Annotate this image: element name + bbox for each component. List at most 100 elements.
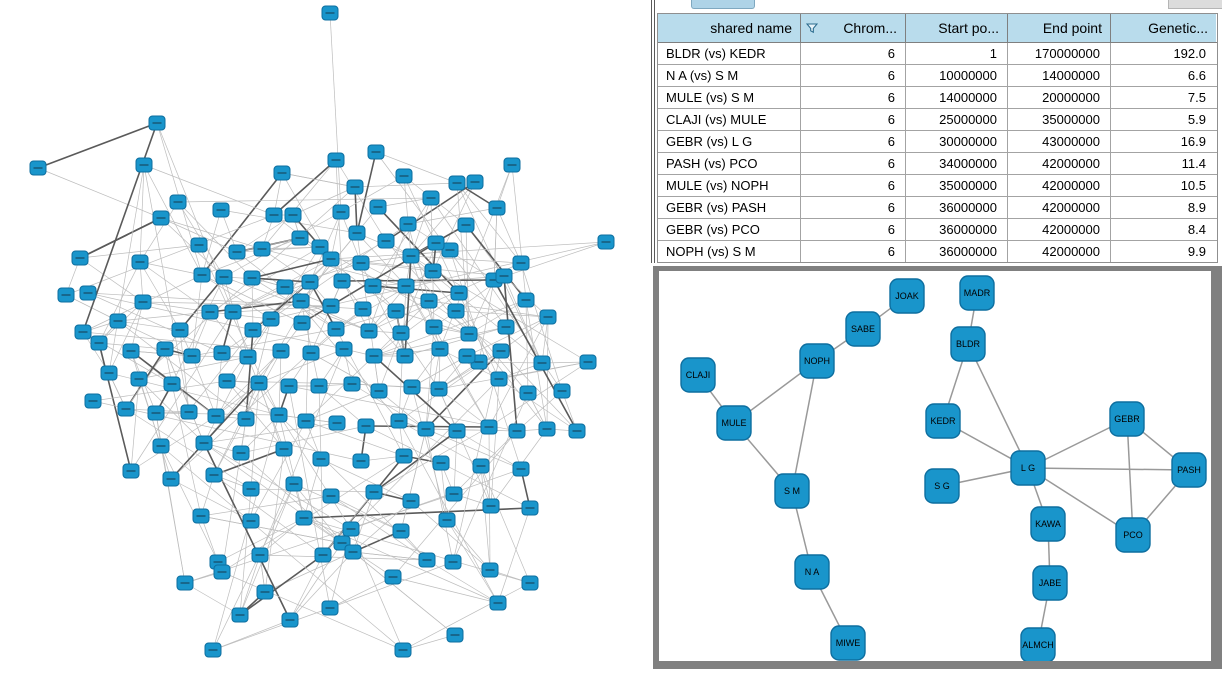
table-row[interactable]: CLAJI (vs) MULE 6 25000000 35000000 5.9	[658, 109, 1217, 131]
value-cell[interactable]: 11.4	[1111, 153, 1216, 174]
scrollbar-fragment[interactable]	[1168, 0, 1222, 9]
table-row[interactable]: GEBR (vs) L G 6 30000000 43000000 16.9	[658, 131, 1217, 153]
value-cell[interactable]: 5.9	[1111, 109, 1216, 130]
value-cell[interactable]: 8.4	[1111, 219, 1216, 240]
value-cell[interactable]: 10000000	[906, 65, 1008, 86]
edge-name-cell[interactable]: MULE (vs) S M	[658, 87, 801, 108]
value-cell[interactable]: 6	[801, 219, 906, 240]
table-row[interactable]: MULE (vs) S M 6 14000000 20000000 7.5	[658, 87, 1217, 109]
network-node-kedr[interactable]: KEDR	[925, 403, 961, 439]
value-cell[interactable]: 25000000	[906, 109, 1008, 130]
edge-name-cell[interactable]: CLAJI (vs) MULE	[658, 109, 801, 130]
network-node-joak[interactable]: JOAK	[889, 278, 925, 314]
table-row[interactable]: GEBR (vs) PCO 6 36000000 42000000 8.4	[658, 219, 1217, 241]
edge-name-cell[interactable]: NOPH (vs) S M	[658, 241, 801, 262]
value-cell[interactable]: 6	[801, 43, 906, 64]
network-node-pco[interactable]: PCO	[1115, 517, 1151, 553]
value-cell[interactable]: 42000000	[1008, 241, 1111, 262]
value-cell[interactable]: 42000000	[1008, 219, 1111, 240]
edge-name-cell[interactable]: MULE (vs) NOPH	[658, 175, 801, 196]
table-row[interactable]: NOPH (vs) S M 6 36000000 42000000 9.9	[658, 241, 1217, 262]
table-row[interactable]: GEBR (vs) PASH 6 36000000 42000000 8.9	[658, 197, 1217, 219]
network-node-almch[interactable]: ALMCH	[1020, 627, 1056, 663]
network-node-l-g[interactable]: L G	[1010, 450, 1046, 486]
value-cell[interactable]: 34000000	[906, 153, 1008, 174]
edge-name-cell[interactable]: N A (vs) S M	[658, 65, 801, 86]
small-network-canvas[interactable]: JOAK MADR SABE BLDR NOPH CLAJI MULE KEDR GEBR L G…	[659, 271, 1211, 663]
value-cell[interactable]: 1	[906, 43, 1008, 64]
edge-name-cell[interactable]: BLDR (vs) KEDR	[658, 43, 801, 64]
value-cell[interactable]: 43000000	[1008, 131, 1111, 152]
pane-divider[interactable]	[651, 0, 652, 263]
value-cell[interactable]: 6.6	[1111, 65, 1216, 86]
value-cell[interactable]: 14000000	[1008, 65, 1111, 86]
value-cell[interactable]: 6	[801, 109, 906, 130]
value-cell[interactable]: 10.5	[1111, 175, 1216, 196]
edge-name-cell[interactable]: GEBR (vs) L G	[658, 131, 801, 152]
value-cell[interactable]: 36000000	[906, 241, 1008, 262]
column-header-chrom[interactable]: Chrom...	[801, 14, 906, 42]
value-cell[interactable]: 170000000	[1008, 43, 1111, 64]
value-cell[interactable]: 9.9	[1111, 241, 1216, 262]
value-cell[interactable]: 7.5	[1111, 87, 1216, 108]
network-edge	[362, 308, 406, 357]
value-cell[interactable]: 6	[801, 241, 906, 262]
node-label: GEBR	[1114, 414, 1140, 424]
value-cell[interactable]: 6	[801, 197, 906, 218]
network-node-mule[interactable]: MULE	[716, 405, 752, 441]
value-cell[interactable]: 6	[801, 131, 906, 152]
network-edge	[236, 214, 294, 253]
table-row[interactable]: N A (vs) S M 6 10000000 14000000 6.6	[658, 65, 1217, 87]
network-edge	[440, 462, 531, 509]
value-cell[interactable]: 192.0	[1111, 43, 1216, 64]
network-node-miwe[interactable]: MIWE	[830, 625, 866, 661]
column-header-shared-name[interactable]: shared name	[658, 14, 801, 42]
value-cell[interactable]: 36000000	[906, 197, 1008, 218]
pane-divider[interactable]	[654, 0, 655, 263]
value-cell[interactable]: 42000000	[1008, 153, 1111, 174]
value-cell[interactable]: 42000000	[1008, 197, 1111, 218]
network-edge	[79, 217, 162, 259]
value-cell[interactable]: 8.9	[1111, 197, 1216, 218]
value-cell[interactable]: 42000000	[1008, 175, 1111, 196]
value-cell[interactable]: 36000000	[906, 219, 1008, 240]
network-edge	[203, 442, 343, 544]
value-cell[interactable]: 6	[801, 153, 906, 174]
value-cell[interactable]: 6	[801, 87, 906, 108]
value-cell[interactable]: 35000000	[1008, 109, 1111, 130]
network-node-sabe[interactable]: SABE	[845, 311, 881, 347]
column-header-genetic[interactable]: Genetic...	[1111, 14, 1216, 42]
large-network-canvas[interactable]	[0, 0, 651, 669]
column-header-start-po[interactable]: Start po...	[906, 14, 1008, 42]
value-cell[interactable]: 14000000	[906, 87, 1008, 108]
network-node-s-g[interactable]: S G	[924, 468, 960, 504]
network-node-gebr[interactable]: GEBR	[1109, 401, 1145, 437]
edge-name-cell[interactable]: GEBR (vs) PASH	[658, 197, 801, 218]
network-node-pash[interactable]: PASH	[1171, 452, 1207, 488]
table-row[interactable]: PASH (vs) PCO 6 34000000 42000000 11.4	[658, 153, 1217, 175]
network-edge	[300, 300, 370, 332]
network-node-jabe[interactable]: JABE	[1032, 565, 1068, 601]
value-cell[interactable]: 6	[801, 175, 906, 196]
edge-name-cell[interactable]: PASH (vs) PCO	[658, 153, 801, 174]
value-cell[interactable]: 35000000	[906, 175, 1008, 196]
table-row[interactable]: MULE (vs) NOPH 6 35000000 42000000 10.5	[658, 175, 1217, 197]
network-node-noph[interactable]: NOPH	[799, 343, 835, 379]
network-edge	[372, 285, 460, 294]
value-cell[interactable]: 6	[801, 65, 906, 86]
value-cell[interactable]: 20000000	[1008, 87, 1111, 108]
network-node-bldr[interactable]: BLDR	[950, 326, 986, 362]
filter-funnel-icon[interactable]	[806, 22, 818, 34]
network-node-kawa[interactable]: KAWA	[1030, 506, 1066, 542]
panel-tab-fragment[interactable]	[691, 0, 755, 9]
network-node-n-a[interactable]: N A	[794, 554, 830, 590]
column-header-end-point[interactable]: End point	[1008, 14, 1111, 42]
network-node-s-m[interactable]: S M	[774, 473, 810, 509]
network-node-madr[interactable]: MADR	[959, 275, 995, 311]
small-network-panel: JOAK MADR SABE BLDR NOPH CLAJI MULE KEDR GEBR L G…	[653, 266, 1222, 669]
value-cell[interactable]: 30000000	[906, 131, 1008, 152]
network-node-claji[interactable]: CLAJI	[680, 357, 716, 393]
table-row[interactable]: BLDR (vs) KEDR 6 1 170000000 192.0	[658, 43, 1217, 65]
value-cell[interactable]: 16.9	[1111, 131, 1216, 152]
edge-name-cell[interactable]: GEBR (vs) PCO	[658, 219, 801, 240]
